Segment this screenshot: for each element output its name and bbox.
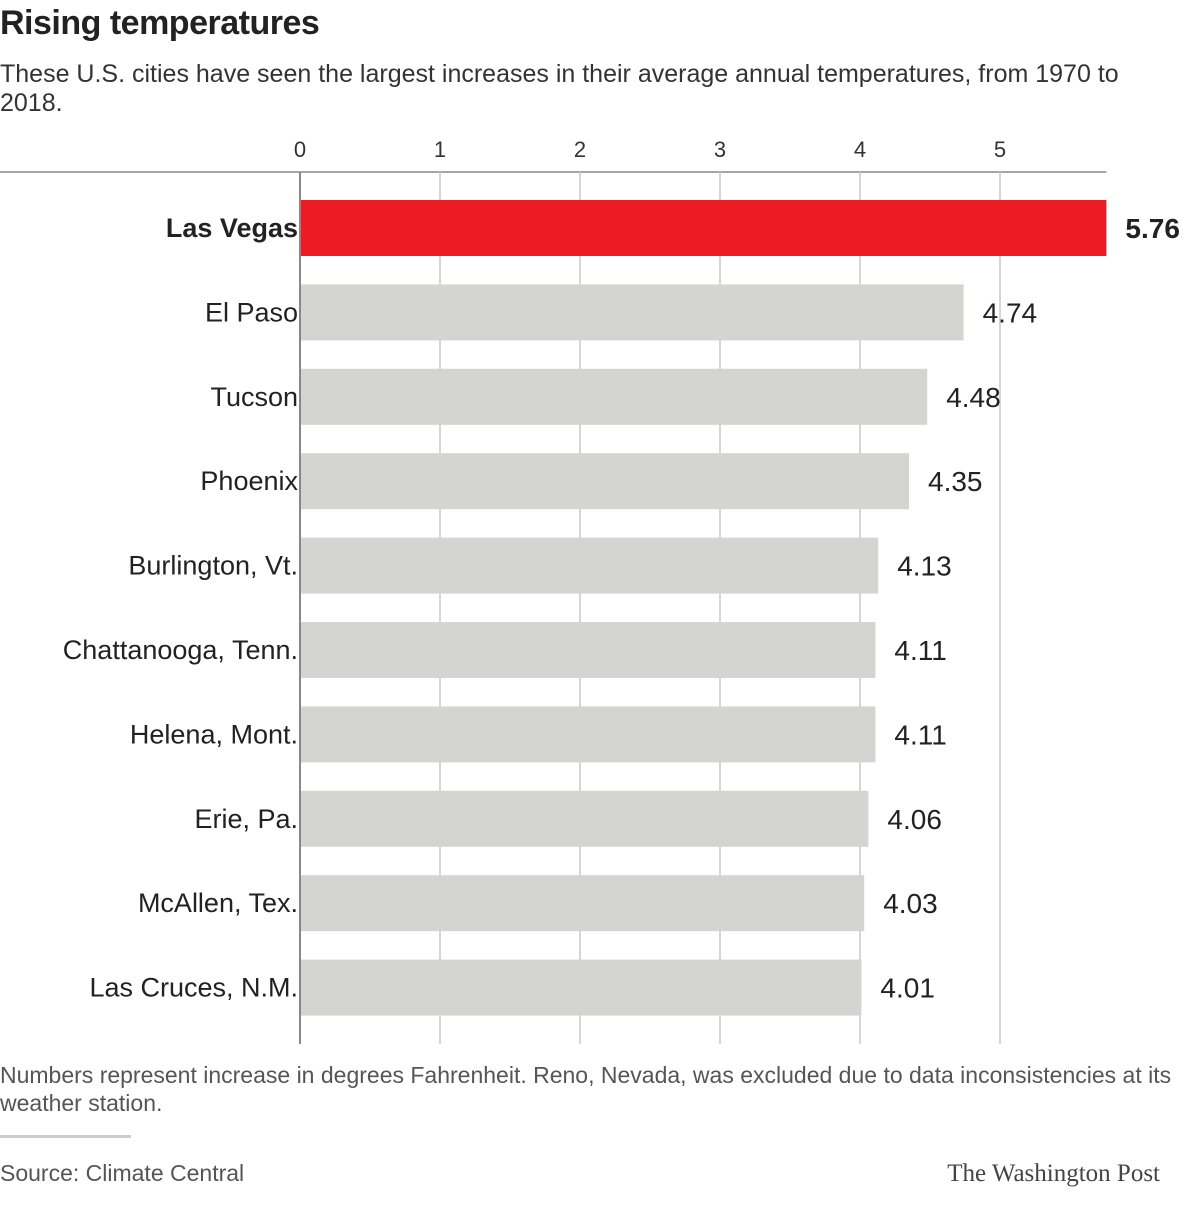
bar <box>300 284 964 341</box>
bar <box>300 368 928 425</box>
value-label: 4.74 <box>983 297 1038 328</box>
category-label: Las Cruces, N.M. <box>89 973 298 1003</box>
value-label: 4.13 <box>897 551 952 582</box>
x-tick-label: 4 <box>854 137 866 162</box>
bar <box>300 453 909 510</box>
bar <box>300 790 869 847</box>
bar <box>300 706 876 763</box>
value-label: 4.03 <box>883 888 938 919</box>
value-label: 4.11 <box>894 719 946 750</box>
category-label: Burlington, Vt. <box>128 551 298 581</box>
x-tick-label: 3 <box>714 137 726 162</box>
category-label: Tucson <box>210 382 298 412</box>
source-text: Source: Climate Central <box>0 1160 245 1186</box>
category-label: Phoenix <box>200 466 298 496</box>
category-label: Erie, Pa. <box>194 804 298 834</box>
x-tick-label: 0 <box>294 137 306 162</box>
x-tick-label: 2 <box>574 137 586 162</box>
category-label: Chattanooga, Tenn. <box>63 635 298 665</box>
value-label: 4.48 <box>946 382 1001 413</box>
value-label: 5.76 <box>1125 213 1180 244</box>
value-label: 4.35 <box>928 466 983 497</box>
bar <box>300 875 865 932</box>
category-label: McAllen, Tex. <box>138 888 298 918</box>
footnote: Numbers represent increase in degrees Fa… <box>0 1062 1172 1116</box>
publisher-credit: The Washington Post <box>947 1160 1160 1187</box>
value-label: 4.11 <box>894 635 946 666</box>
bar <box>300 200 1107 256</box>
bar <box>300 622 876 678</box>
category-label: El Paso <box>205 297 298 327</box>
bar <box>300 959 862 1016</box>
value-label: 4.01 <box>880 973 935 1004</box>
chart-subtitle: These U.S. cities have seen the largest … <box>0 60 1119 117</box>
chart-title: Rising temperatures <box>0 4 320 42</box>
category-label: Las Vegas <box>166 213 298 243</box>
value-label: 4.06 <box>887 804 942 835</box>
x-tick-label: 5 <box>994 137 1006 162</box>
x-tick-label: 1 <box>434 137 446 162</box>
category-label: Helena, Mont. <box>130 719 298 749</box>
footer-divider <box>0 1135 131 1138</box>
bar <box>300 537 879 594</box>
